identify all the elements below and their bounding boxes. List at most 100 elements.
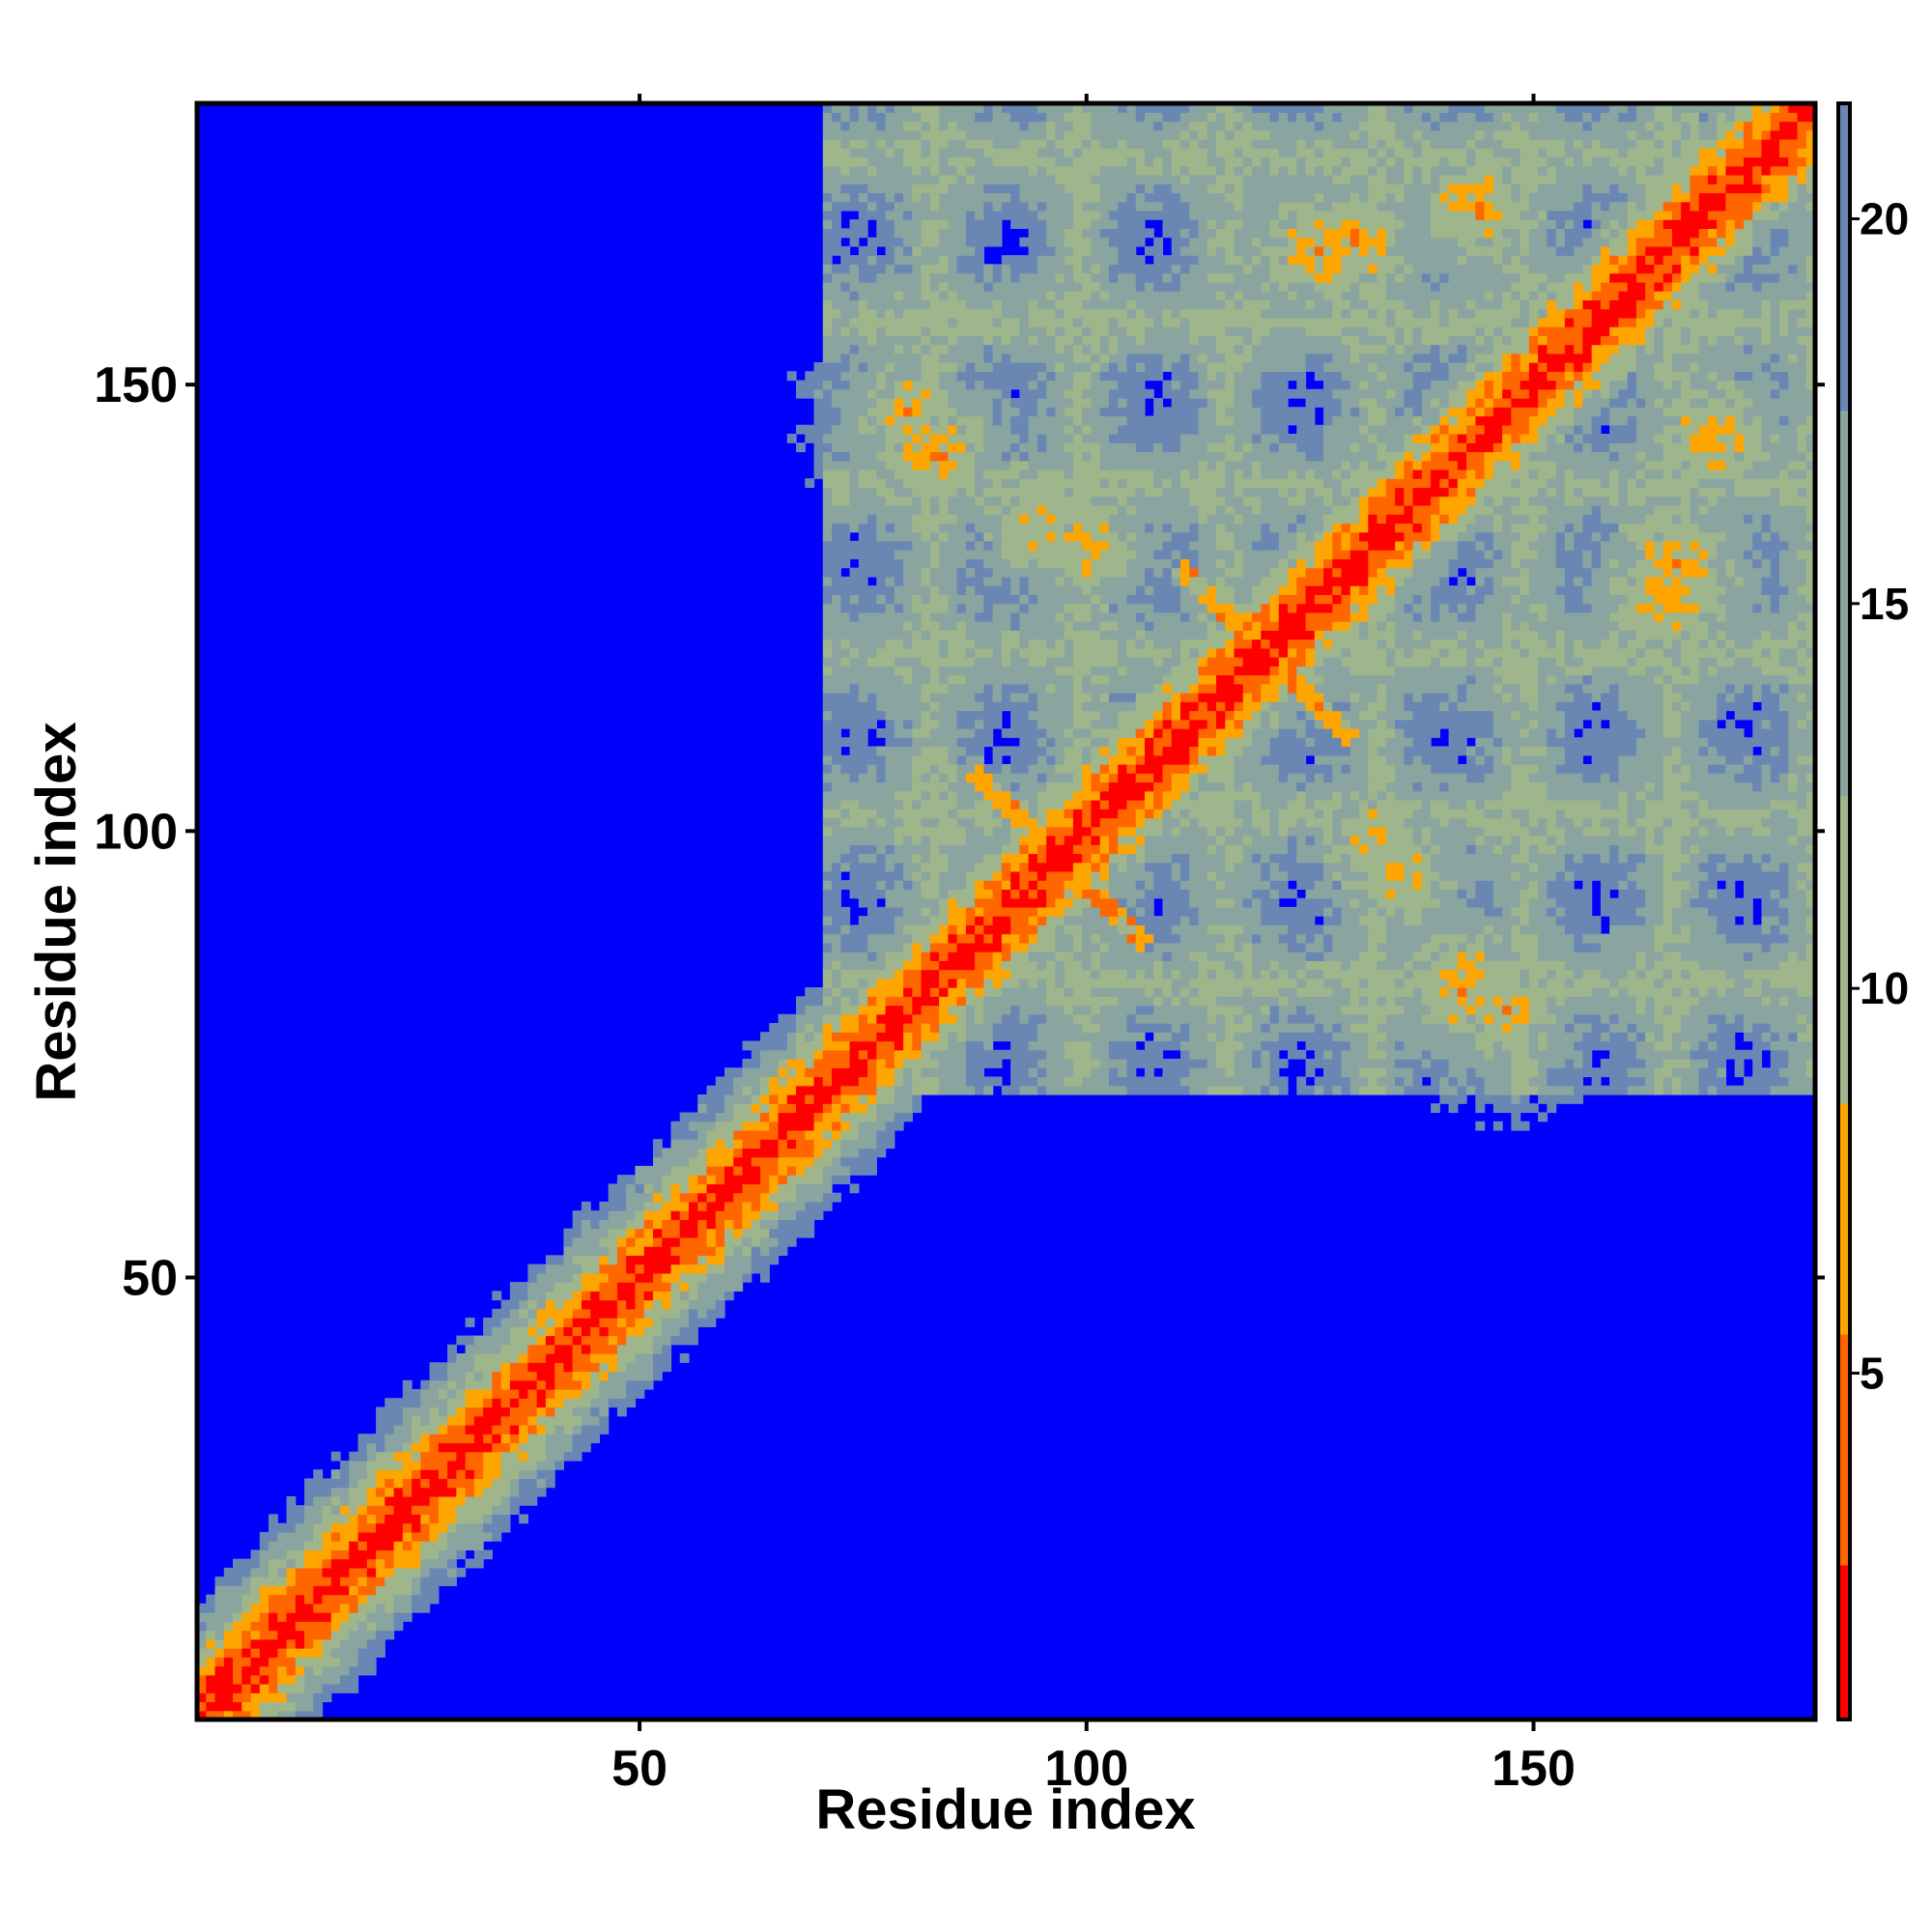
heatmap-cell bbox=[1609, 906, 1619, 917]
heatmap-cell bbox=[1153, 1013, 1164, 1024]
heatmap-cell bbox=[1725, 1013, 1736, 1024]
heatmap-cell bbox=[912, 1076, 923, 1087]
heatmap-cell bbox=[983, 1032, 994, 1042]
heatmap-cell bbox=[867, 906, 877, 917]
heatmap-cell bbox=[1645, 960, 1656, 971]
heatmap-cell bbox=[1001, 1005, 1011, 1015]
heatmap-cell bbox=[1547, 844, 1557, 855]
heatmap-cell bbox=[1269, 969, 1280, 980]
heatmap-cell bbox=[1072, 1023, 1083, 1033]
heatmap-cell bbox=[1189, 1023, 1200, 1033]
heatmap-cell bbox=[1234, 844, 1244, 855]
heatmap-cell bbox=[1395, 897, 1405, 908]
heatmap-cell bbox=[1761, 906, 1772, 917]
heatmap-cell bbox=[233, 1674, 242, 1685]
heatmap-cell bbox=[1126, 996, 1137, 1007]
heatmap-cell bbox=[1091, 960, 1101, 971]
heatmap-cell bbox=[492, 1531, 502, 1542]
heatmap-cell bbox=[1350, 916, 1360, 925]
heatmap-cell bbox=[849, 1049, 860, 1060]
heatmap-cell bbox=[1261, 1059, 1271, 1068]
heatmap-cell bbox=[1761, 1040, 1772, 1051]
heatmap-cell bbox=[1350, 1085, 1360, 1095]
heatmap-cell bbox=[706, 1299, 717, 1310]
heatmap-cell bbox=[1439, 862, 1450, 872]
heatmap-cell bbox=[519, 1291, 528, 1301]
heatmap-cell bbox=[1421, 969, 1432, 980]
heatmap-cell bbox=[1466, 880, 1476, 890]
heatmap-cell bbox=[242, 1657, 252, 1667]
heatmap-cell bbox=[1788, 942, 1799, 952]
heatmap-cell bbox=[1431, 1013, 1440, 1024]
heatmap-cell bbox=[1698, 987, 1709, 997]
heatmap-cell bbox=[956, 889, 967, 899]
heatmap-cell bbox=[1064, 960, 1074, 971]
heatmap-cell bbox=[1368, 1059, 1378, 1068]
heatmap-cell bbox=[1099, 942, 1110, 952]
heatmap-cell bbox=[366, 1505, 377, 1516]
heatmap-cell bbox=[939, 1023, 949, 1033]
heatmap-cell bbox=[805, 1129, 815, 1140]
heatmap-cell bbox=[1404, 880, 1414, 890]
heatmap-cell bbox=[992, 960, 1003, 971]
heatmap-cell bbox=[1323, 1023, 1333, 1033]
heatmap-cell bbox=[1072, 1005, 1083, 1015]
heatmap-cell bbox=[1788, 1085, 1799, 1095]
heatmap-cell bbox=[1671, 924, 1682, 935]
heatmap-cell bbox=[590, 1398, 601, 1408]
heatmap-cell bbox=[876, 870, 887, 881]
heatmap-cell bbox=[1234, 942, 1244, 952]
heatmap-cell bbox=[295, 1522, 305, 1533]
heatmap-cell bbox=[1717, 1067, 1727, 1078]
heatmap-cell bbox=[1278, 906, 1289, 917]
heatmap-cell bbox=[1368, 835, 1378, 845]
heatmap-cell bbox=[1484, 1049, 1494, 1060]
heatmap-cell bbox=[858, 880, 868, 890]
heatmap-cell bbox=[420, 1549, 431, 1560]
heatmap-cell bbox=[1385, 952, 1396, 961]
heatmap-cell bbox=[1242, 835, 1253, 845]
heatmap-cell bbox=[1645, 1067, 1656, 1078]
heatmap-cell bbox=[840, 1165, 851, 1176]
heatmap-cell bbox=[1171, 1013, 1181, 1024]
heatmap-cell bbox=[492, 1398, 502, 1408]
heatmap-cell bbox=[357, 1657, 368, 1667]
heatmap-cell bbox=[1314, 853, 1324, 864]
heatmap-cell bbox=[697, 1318, 708, 1327]
heatmap-cell bbox=[975, 1076, 984, 1087]
heatmap-cell bbox=[608, 1236, 618, 1247]
heatmap-cell bbox=[1341, 862, 1351, 872]
heatmap-cell bbox=[608, 1272, 618, 1283]
heatmap-cell bbox=[760, 1165, 770, 1176]
heatmap-cell bbox=[233, 1621, 242, 1632]
heatmap-cell bbox=[1788, 1032, 1799, 1042]
heatmap-cell bbox=[1179, 960, 1190, 971]
heatmap-cell bbox=[1019, 844, 1030, 855]
heatmap-cell bbox=[1662, 1005, 1673, 1015]
heatmap-cell bbox=[1189, 987, 1200, 997]
heatmap-cell bbox=[1421, 1067, 1432, 1078]
heatmap-cell bbox=[1296, 835, 1307, 845]
heatmap-cell bbox=[697, 1272, 708, 1283]
heatmap-cell bbox=[1215, 924, 1226, 935]
heatmap-cell bbox=[760, 1219, 770, 1230]
heatmap-cell bbox=[376, 1585, 385, 1596]
heatmap-cell bbox=[1108, 870, 1119, 881]
heatmap-cell bbox=[1717, 987, 1727, 997]
heatmap-cell bbox=[1475, 870, 1486, 881]
heatmap-cell bbox=[1528, 1013, 1539, 1024]
heatmap-cell bbox=[778, 1219, 788, 1230]
heatmap-cell bbox=[1323, 1085, 1333, 1095]
heatmap-cell bbox=[1288, 942, 1297, 952]
heatmap-cell bbox=[1242, 844, 1253, 855]
heatmap-cell bbox=[1743, 969, 1753, 980]
heatmap-cell bbox=[858, 942, 868, 952]
heatmap-cell bbox=[840, 1139, 851, 1150]
heatmap-cell bbox=[536, 1434, 547, 1444]
heatmap-cell bbox=[929, 1067, 940, 1078]
heatmap-cell bbox=[1502, 933, 1512, 944]
heatmap-cell bbox=[965, 978, 976, 988]
heatmap-cell bbox=[1671, 978, 1682, 988]
heatmap-cell bbox=[197, 1674, 207, 1685]
heatmap-cell bbox=[250, 1692, 261, 1703]
